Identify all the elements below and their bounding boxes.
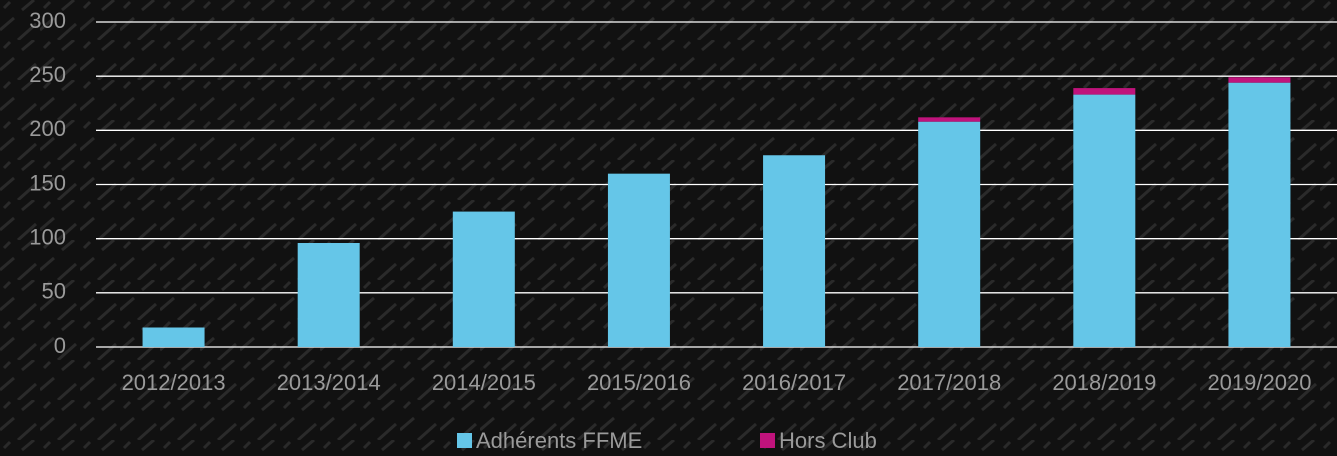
bar-segment [142, 327, 205, 347]
y-tick-label: 100 [29, 224, 66, 249]
bar-segment [763, 155, 826, 347]
x-tick-label: 2012/2013 [122, 370, 226, 395]
x-tick-label: 2018/2019 [1052, 370, 1156, 395]
bar-segment [1228, 77, 1291, 83]
y-tick-label: 300 [29, 8, 66, 33]
legend-swatch [760, 433, 775, 448]
bar-segment [297, 243, 360, 347]
y-tick-label: 50 [42, 279, 66, 304]
x-tick-label: 2017/2018 [897, 370, 1001, 395]
x-tick-label: 2013/2014 [277, 370, 381, 395]
y-tick-label: 150 [29, 170, 66, 195]
bar-segment [918, 121, 981, 348]
bar-segment [452, 211, 515, 347]
y-tick-label: 200 [29, 116, 66, 141]
x-tick-label: 2015/2016 [587, 370, 691, 395]
bar-segment [607, 173, 670, 347]
bar-segment [1073, 88, 1136, 95]
legend-label: Adhérents FFME [476, 428, 642, 453]
y-tick-label: 250 [29, 62, 66, 87]
legend-swatch [457, 433, 472, 448]
x-tick-label: 2019/2020 [1207, 370, 1311, 395]
bar-segment [1073, 94, 1136, 347]
bar-segment [1228, 82, 1291, 348]
legend-label: Hors Club [779, 428, 877, 453]
x-tick-label: 2014/2015 [432, 370, 536, 395]
bar-segment [918, 117, 981, 122]
y-tick-label: 0 [54, 333, 66, 358]
x-tick-label: 2016/2017 [742, 370, 846, 395]
